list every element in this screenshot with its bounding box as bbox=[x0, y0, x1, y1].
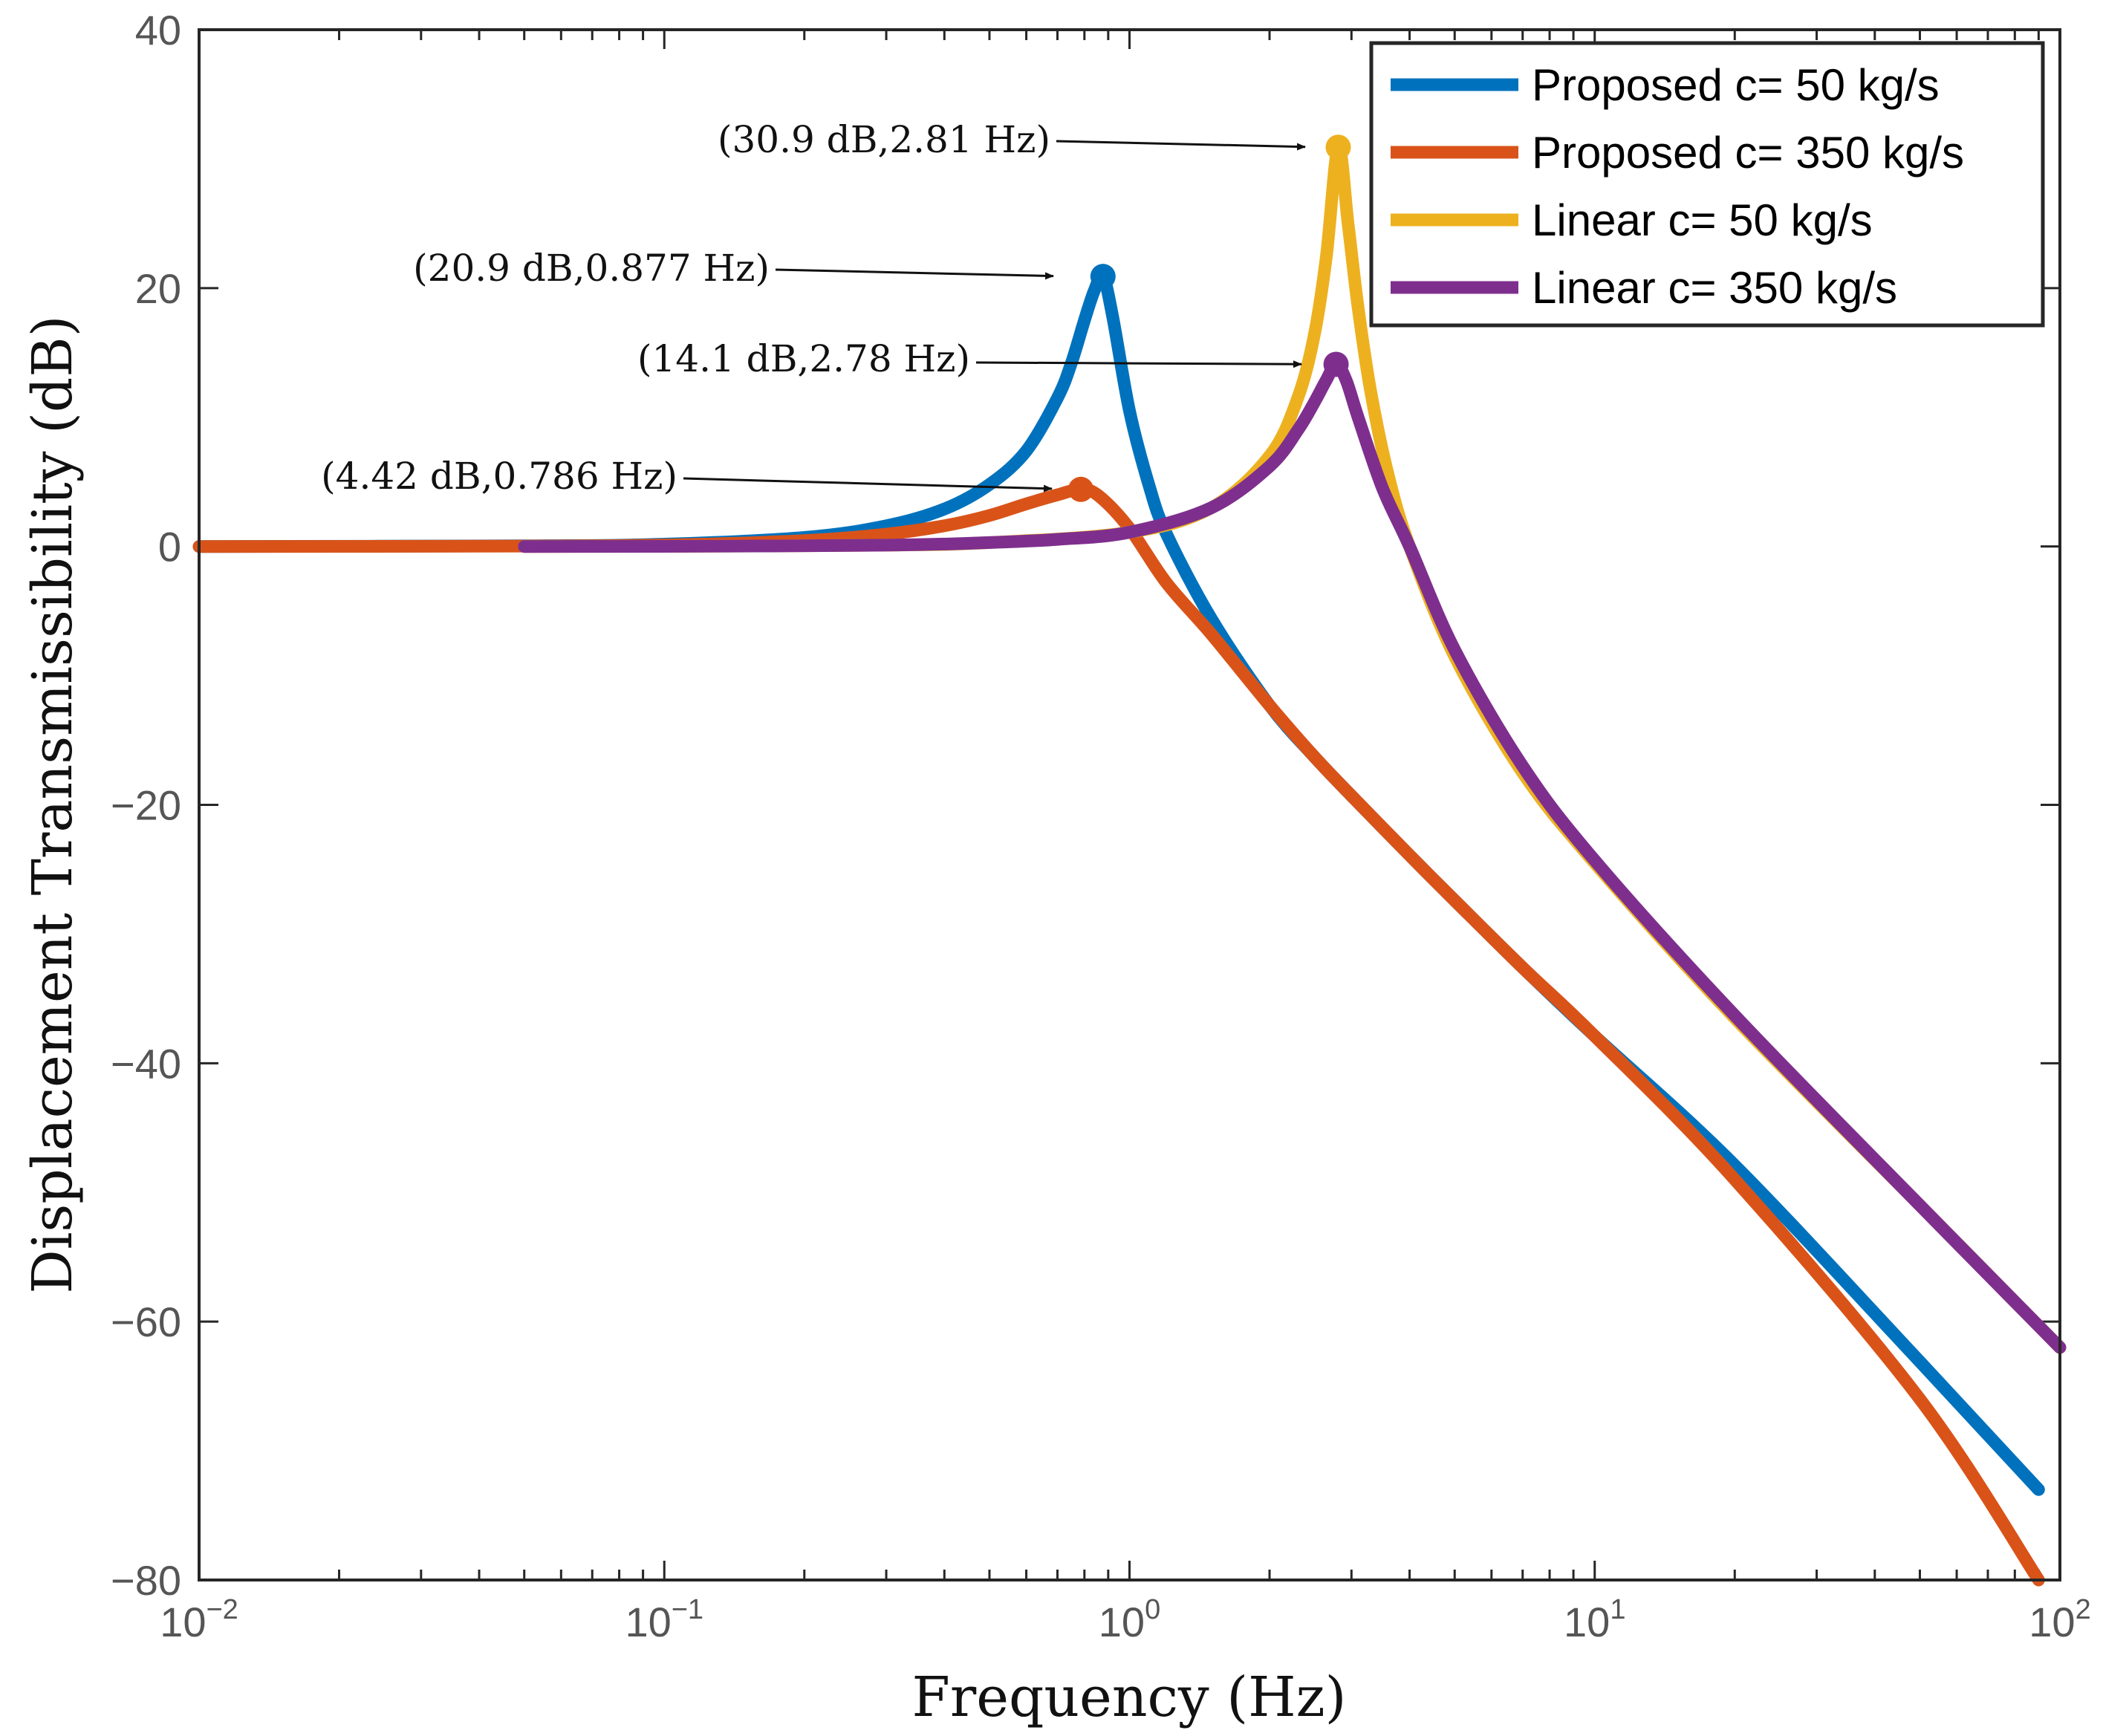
y-axis-title: Displacement Transmissibility (dB) bbox=[21, 315, 85, 1293]
annotations: (30.9 dB,2.81 Hz) (20.9 dB,0.877 Hz) (14.1… bbox=[321, 118, 1306, 498]
x-axis-title: Frequency (Hz) bbox=[911, 1665, 1346, 1729]
y-tick-label: −20 bbox=[111, 782, 181, 829]
plot-frame bbox=[198, 28, 2061, 1581]
y-tick-label: 0 bbox=[158, 524, 181, 570]
x-tick-label: 10−1 bbox=[625, 1594, 703, 1645]
annotation-arrow bbox=[775, 268, 1054, 280]
peak-marker-proposed-c-350-kg-s bbox=[1068, 476, 1094, 502]
x-tick-label: 102 bbox=[2029, 1594, 2090, 1645]
legend: Proposed c= 50 kg/s Proposed c= 350 kg/s L… bbox=[1369, 41, 2045, 328]
marker-layer bbox=[1068, 134, 1351, 502]
x-tick-label: 10−2 bbox=[160, 1594, 238, 1645]
annotation-label: (30.9 dB,2.81 Hz) bbox=[718, 118, 1050, 161]
y-tick-label: −40 bbox=[111, 1040, 181, 1087]
y-tick-label: 20 bbox=[135, 265, 181, 312]
annotation-arrow bbox=[975, 360, 1302, 368]
annotation-label: (20.9 dB,0.877 Hz) bbox=[413, 247, 770, 290]
x-tick-labels: 10−2 10−1 100 101 102 bbox=[160, 1594, 2091, 1645]
y-tick-labels: 40 20 0 −20 −40 −60 −80 bbox=[111, 7, 181, 1604]
annotation-arrow bbox=[1056, 140, 1306, 151]
peak-marker-linear-c-350-kg-s bbox=[1323, 351, 1349, 377]
x-tick-label: 101 bbox=[1564, 1594, 1625, 1645]
y-tick-label: −60 bbox=[111, 1298, 181, 1345]
legend-label-linear-c-350-kg-s: Linear c= 350 kg/s bbox=[1532, 263, 1897, 313]
y-tick-label: 40 bbox=[135, 7, 181, 53]
legend-label-proposed-c-50-kg-s: Proposed c= 50 kg/s bbox=[1532, 60, 1940, 110]
annotation-label: (14.1 dB,2.78 Hz) bbox=[637, 337, 970, 380]
annotation-label: (4.42 dB,0.786 Hz) bbox=[321, 455, 677, 498]
peak-marker-linear-c-50-kg-s bbox=[1325, 134, 1351, 160]
peak-marker-proposed-c-50-kg-s bbox=[1090, 264, 1116, 290]
legend-label-linear-c-50-kg-s: Linear c= 50 kg/s bbox=[1532, 195, 1873, 245]
axis-ticks bbox=[198, 28, 2060, 1581]
legend-label-proposed-c-350-kg-s: Proposed c= 350 kg/s bbox=[1532, 128, 1964, 178]
x-tick-label: 100 bbox=[1099, 1594, 1160, 1645]
y-tick-label: −80 bbox=[111, 1557, 181, 1604]
annotation-arrow bbox=[683, 477, 1053, 492]
series-layer bbox=[192, 140, 2067, 1587]
